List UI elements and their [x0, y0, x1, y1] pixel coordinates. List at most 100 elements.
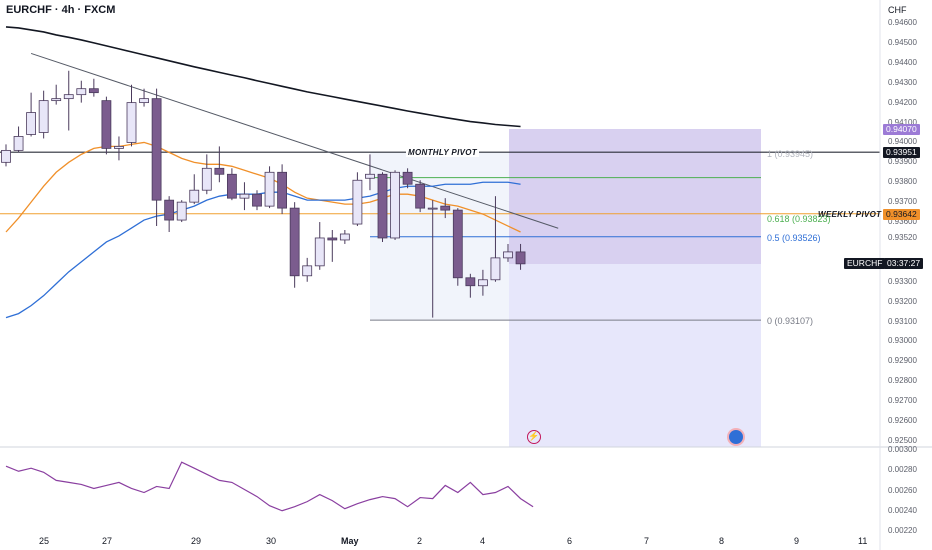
- price-tick: 0.93300: [888, 276, 917, 286]
- candle: [252, 190, 262, 211]
- rsi-tick: 0.00220: [888, 526, 917, 535]
- candle: [88, 78, 99, 97]
- time-tick: 27: [102, 536, 113, 546]
- price-tick: 0.92800: [888, 376, 917, 386]
- candle: [189, 174, 200, 205]
- time-tick: 9: [794, 536, 800, 546]
- candle-body: [365, 173, 375, 179]
- projection-zone: [509, 264, 761, 447]
- time-tick: 30: [266, 536, 277, 546]
- candle: [126, 84, 137, 147]
- time-tick: 25: [39, 536, 50, 546]
- candle-body: [164, 199, 175, 221]
- zones-layer: [370, 129, 761, 447]
- candle: [365, 154, 375, 191]
- symbol-badge: EURCHF: [844, 258, 886, 269]
- candle: [440, 198, 451, 219]
- candle-body: [76, 88, 87, 96]
- candle: [289, 202, 300, 288]
- fib-level-1: 1 (0.93945): [767, 149, 814, 159]
- candle-body: [377, 173, 388, 239]
- price-tick: 0.92700: [888, 396, 917, 406]
- candle-body: [327, 237, 338, 241]
- time-tick: 29: [191, 536, 202, 546]
- monthly-pivot-label: MONTHLY PIVOT: [406, 148, 479, 157]
- candle: [465, 273, 476, 298]
- candle-body: [415, 183, 426, 209]
- price-tick: 0.93000: [888, 336, 917, 346]
- countdown-badge: 03:37:27: [884, 258, 924, 269]
- candle: [239, 182, 250, 211]
- candle: [214, 146, 225, 183]
- candle: [503, 243, 513, 262]
- candle: [352, 172, 363, 227]
- trendline: [30, 52, 559, 229]
- candle: [477, 269, 488, 296]
- price-tick: 0.93200: [888, 296, 917, 306]
- candle-body: [477, 279, 488, 287]
- candle-body: [214, 167, 225, 175]
- candle-body: [1, 149, 11, 163]
- currency-label: CHF: [888, 5, 907, 15]
- candle: [415, 180, 426, 213]
- candle: [515, 243, 526, 270]
- candle-body: [151, 98, 162, 201]
- candle-body: [264, 171, 275, 207]
- candle: [314, 222, 325, 270]
- candle: [327, 230, 338, 262]
- price-tick: 0.94300: [888, 77, 917, 87]
- candle-body: [503, 251, 513, 259]
- price-badge-purple: 0.94070: [883, 124, 920, 135]
- candle-body: [515, 251, 526, 265]
- candle: [402, 168, 413, 189]
- rsi-tick: 0.00260: [888, 485, 917, 495]
- candle-body: [176, 201, 187, 221]
- candle-body: [352, 179, 363, 225]
- lightning-icon[interactable]: ⚡: [527, 430, 541, 444]
- candle-body: [26, 112, 37, 135]
- candle-body: [239, 193, 250, 199]
- fib-level-0: 0 (0.93107): [767, 316, 814, 326]
- candle: [339, 230, 350, 244]
- candle-body: [402, 171, 413, 185]
- candle-body: [289, 207, 300, 277]
- candle: [490, 196, 501, 282]
- price-tick: 0.92500: [888, 436, 917, 445]
- time-tick: 8: [719, 536, 725, 546]
- target-zone: [509, 129, 761, 264]
- price-tick: 0.94000: [888, 137, 917, 147]
- economic-event-icon[interactable]: [729, 430, 743, 444]
- time-tick: May: [341, 536, 359, 546]
- candle: [176, 200, 187, 223]
- candle: [101, 96, 112, 155]
- candles-layer: [1, 70, 526, 318]
- candle-body: [490, 257, 501, 281]
- price-tick: 0.93520: [888, 232, 917, 242]
- candle-body: [226, 173, 237, 199]
- price-tick: 0.92600: [888, 416, 917, 426]
- candle: [164, 196, 175, 232]
- candle-body: [440, 205, 451, 211]
- candle-body: [189, 189, 200, 203]
- fib-level-05: 0.5 (0.93526): [767, 233, 821, 243]
- rsi-tick: 0.00300: [888, 445, 917, 454]
- candle: [151, 88, 162, 227]
- candle: [226, 168, 237, 201]
- price-tick: 0.93100: [888, 316, 917, 326]
- candle-body: [101, 100, 112, 149]
- candle-body: [302, 265, 313, 277]
- candle-body: [13, 136, 24, 151]
- price-tick: 0.94400: [888, 57, 917, 67]
- rsi-tick: 0.00280: [888, 465, 917, 475]
- price-tick: 0.92900: [888, 356, 917, 366]
- sma-long-line: [5, 26, 521, 128]
- price-badge-weekly-pivot: 0.93642: [883, 209, 920, 220]
- candle-body: [63, 94, 74, 100]
- price-badge-monthly-pivot: 0.93951: [883, 147, 920, 158]
- price-tick: 0.93700: [888, 197, 917, 207]
- rsi-pane: [5, 461, 534, 512]
- candle: [377, 172, 388, 242]
